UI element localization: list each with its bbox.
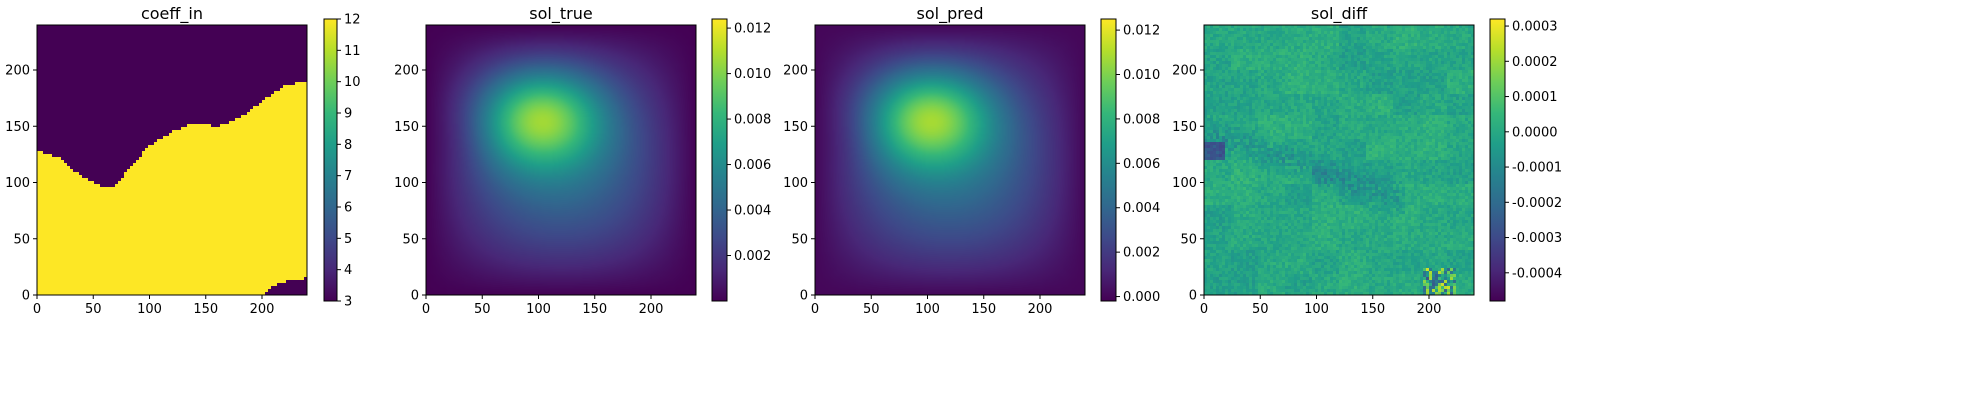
colorbar-tick-label: 0.0000 <box>1512 125 1558 140</box>
colorbar-tick-label: 0.008 <box>1123 112 1160 127</box>
y-tick-label: 200 <box>394 64 419 79</box>
x-tick-label: 150 <box>971 302 996 317</box>
x-tick-label: 200 <box>250 302 275 317</box>
x-tick-label: 100 <box>915 302 940 317</box>
colorbar-tick-label: 3 <box>344 295 352 310</box>
colorbar-tick-label: 10 <box>344 75 361 90</box>
x-tick-label: 50 <box>863 302 880 317</box>
y-tick-label: 50 <box>791 232 808 247</box>
colorbar-tick-label: 7 <box>344 169 352 184</box>
x-tick-label: 0 <box>422 302 430 317</box>
colorbar-tick-label: 0.006 <box>734 158 771 173</box>
colorbar-tick-label: -0.0004 <box>1512 266 1562 281</box>
x-tick-label: 0 <box>1200 302 1208 317</box>
y-tick-label: 150 <box>394 120 419 135</box>
colorbar <box>1490 19 1505 301</box>
y-tick-label: 150 <box>783 120 808 135</box>
x-tick-label: 150 <box>193 302 218 317</box>
colorbar-tick-label: 6 <box>344 201 352 216</box>
y-tick-label: 0 <box>22 289 30 304</box>
y-tick-label: 0 <box>800 289 808 304</box>
axes-frame <box>36 24 308 296</box>
x-tick-label: 200 <box>1417 302 1442 317</box>
x-tick-label: 50 <box>474 302 491 317</box>
axes-frame <box>1203 24 1475 296</box>
panel-title: coeff_in <box>141 4 203 24</box>
x-tick-label: 100 <box>1304 302 1329 317</box>
colorbar-tick-label: 0.010 <box>734 67 771 82</box>
colorbar-tick-label: 0.004 <box>1123 201 1160 216</box>
heatmap-coeff_in <box>37 25 307 295</box>
x-tick-label: 50 <box>85 302 102 317</box>
panel-title: sol_pred <box>917 4 984 24</box>
y-tick-label: 0 <box>1189 289 1197 304</box>
colorbar-tick-label: 0.010 <box>1123 68 1160 83</box>
colorbar-tick-label: 0.002 <box>1123 246 1160 261</box>
colorbar <box>324 19 337 301</box>
colorbar-frame <box>1100 18 1117 302</box>
x-tick-label: 0 <box>811 302 819 317</box>
colorbar-tick-label: 0.000 <box>1123 290 1160 305</box>
colorbar-frame <box>711 18 728 302</box>
colorbar-tick-label: 9 <box>344 107 352 122</box>
y-tick-label: 200 <box>783 64 808 79</box>
colorbar-frame <box>323 18 338 302</box>
colorbar-tick-label: 8 <box>344 138 352 153</box>
y-tick-label: 100 <box>783 176 808 191</box>
y-tick-label: 50 <box>402 232 419 247</box>
y-tick-label: 150 <box>1172 120 1197 135</box>
colorbar-tick-label: -0.0001 <box>1512 161 1562 176</box>
y-tick-label: 100 <box>1172 176 1197 191</box>
x-tick-label: 100 <box>526 302 551 317</box>
y-tick-label: 200 <box>1172 64 1197 79</box>
heatmap-sol_pred <box>815 25 1085 295</box>
colorbar-frame <box>1489 18 1506 302</box>
colorbar-tick-label: 4 <box>344 263 352 278</box>
x-tick-label: 150 <box>1360 302 1385 317</box>
colorbar-tick-label: 0.0002 <box>1512 55 1558 70</box>
x-tick-label: 200 <box>1028 302 1053 317</box>
colorbar-tick-label: 0.0001 <box>1512 90 1558 105</box>
colorbar-tick-label: -0.0003 <box>1512 231 1562 246</box>
axes-frame <box>425 24 697 296</box>
colorbar-tick-label: 0.008 <box>734 113 771 128</box>
colorbar-tick-label: -0.0002 <box>1512 196 1562 211</box>
colorbar-tick-label: 0.006 <box>1123 157 1160 172</box>
x-tick-label: 100 <box>137 302 162 317</box>
y-tick-label: 100 <box>394 176 419 191</box>
x-tick-label: 50 <box>1252 302 1269 317</box>
panel-title: sol_true <box>529 4 592 24</box>
y-tick-label: 100 <box>5 176 30 191</box>
colorbar-tick-label: 0.012 <box>734 22 771 37</box>
y-tick-label: 0 <box>411 289 419 304</box>
x-tick-label: 150 <box>582 302 607 317</box>
axes-frame <box>814 24 1086 296</box>
heatmap-sol_true <box>426 25 696 295</box>
y-tick-label: 150 <box>5 120 30 135</box>
panel-title: sol_diff <box>1311 4 1368 24</box>
y-tick-label: 50 <box>1180 232 1197 247</box>
colorbar-tick-label: 12 <box>344 13 361 28</box>
colorbar-tick-label: 11 <box>344 44 361 59</box>
x-tick-label: 0 <box>33 302 41 317</box>
colorbar <box>712 19 727 301</box>
x-tick-label: 200 <box>639 302 664 317</box>
heatmap-sol_diff <box>1204 25 1474 295</box>
colorbar-tick-label: 0.002 <box>734 249 771 264</box>
colorbar-tick-label: 0.0003 <box>1512 20 1558 35</box>
y-tick-label: 200 <box>5 64 30 79</box>
colorbar <box>1101 19 1116 301</box>
colorbar-tick-label: 0.004 <box>734 204 771 219</box>
colorbar-tick-label: 0.012 <box>1123 24 1160 39</box>
colorbar-tick-label: 5 <box>344 232 352 247</box>
y-tick-label: 50 <box>13 232 30 247</box>
